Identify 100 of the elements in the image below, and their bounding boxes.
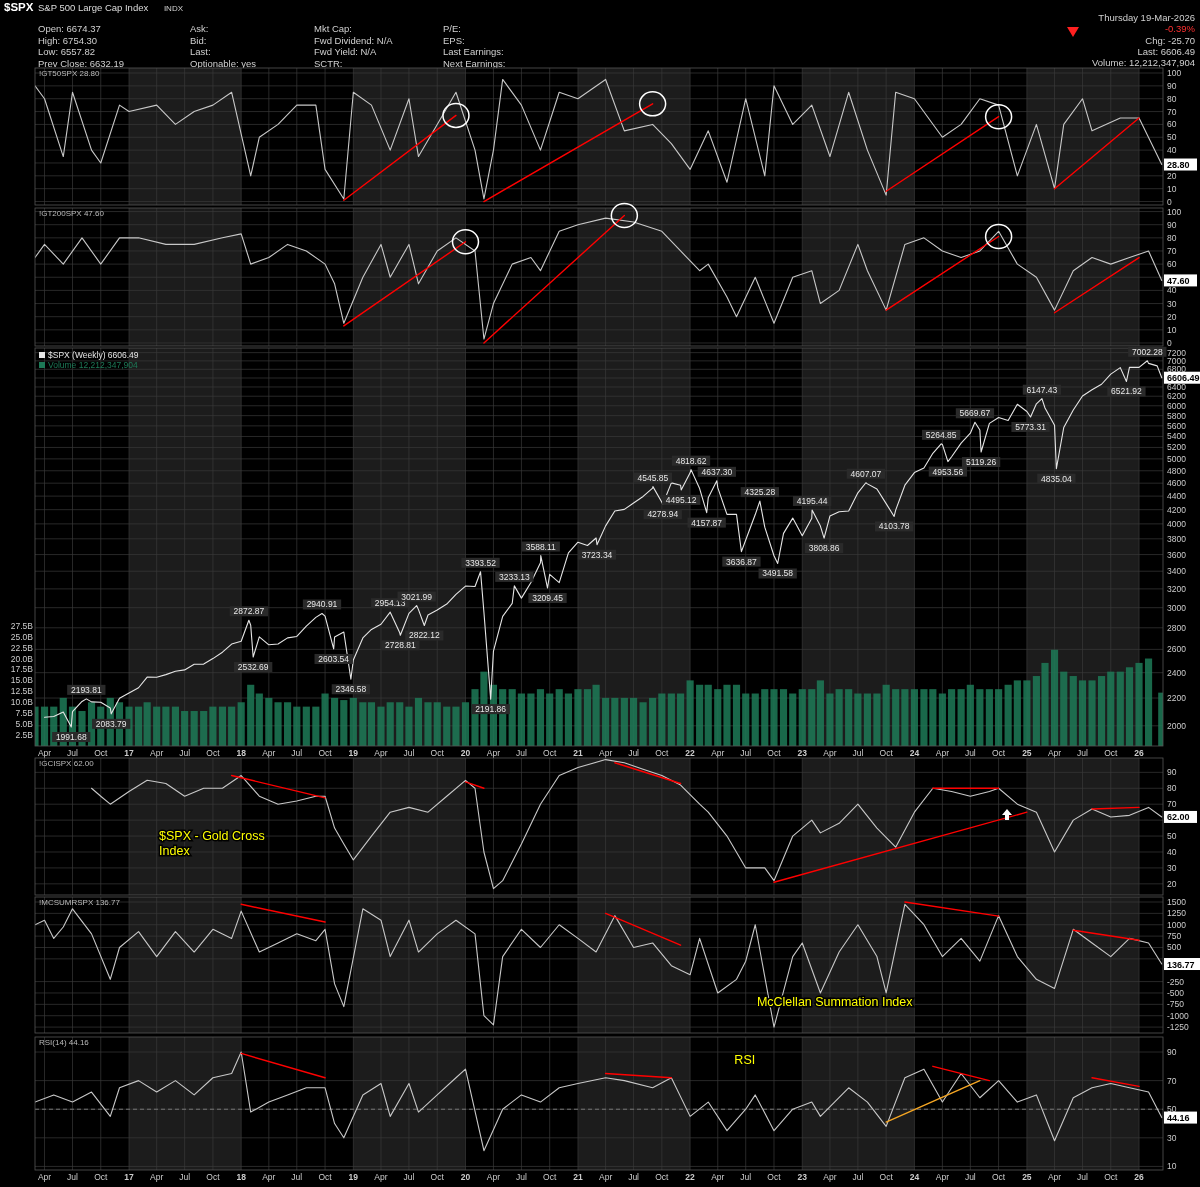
y-tick-label: 2400 <box>1167 667 1187 678</box>
x-tick-label: Oct <box>94 748 108 758</box>
x-tick-label: Jul <box>852 748 864 758</box>
line-series <box>43 360 1163 728</box>
y-tick-label: 70 <box>1167 799 1177 810</box>
y2-tick-label: 2.5B <box>15 730 34 741</box>
x-tick-label: Oct <box>543 748 557 758</box>
x-tick-label: 18 <box>236 1172 247 1182</box>
annotation: 3588.11 <box>525 541 557 552</box>
y-tick-label: 50 <box>1167 132 1177 143</box>
y-tick-label: 50 <box>1167 831 1177 842</box>
annotation: Next Earnings: <box>443 57 506 69</box>
chart-title: RSI(14) 44.16 <box>39 1038 90 1047</box>
x-tick-label: Jul <box>515 748 527 758</box>
y-tick-label: 6800 <box>1167 364 1187 375</box>
text: INDX <box>163 4 184 13</box>
x-tick-label: 20 <box>460 748 471 758</box>
x-tick-label: Oct <box>991 1172 1006 1182</box>
x-tick-label: Apr <box>1047 748 1062 758</box>
line-series <box>35 903 1163 1028</box>
x-tick-label: Jul <box>852 1172 864 1182</box>
y-tick-label: 4000 <box>1167 518 1187 529</box>
y-tick-label: 20 <box>1167 311 1177 322</box>
annotation: 5773.31 <box>1015 421 1047 432</box>
x-tick-label: Jul <box>67 748 79 758</box>
annotation: 4607.07 <box>850 468 882 479</box>
y-tick-label: 50 <box>1167 1104 1177 1115</box>
text: Open: 6674.37 <box>38 23 101 34</box>
x-tick-label: Oct <box>206 1172 221 1182</box>
annotation: 2940.91 <box>306 599 338 610</box>
annotation: 62.00 <box>1167 812 1190 823</box>
y-tick-label: 2000 <box>1167 720 1187 731</box>
x-tick-label: Jul <box>1077 748 1089 758</box>
x-tick-label: Apr <box>823 748 837 758</box>
y2-tick-label: 17.5B <box>10 664 34 675</box>
y-tick-label: 2800 <box>1167 622 1187 633</box>
y-tick-label: 40 <box>1167 145 1177 156</box>
y-tick-label: 7200 <box>1167 347 1187 358</box>
line-series <box>35 1051 1163 1152</box>
annotation: 5669.67 <box>959 408 991 419</box>
y-tick-label: 80 <box>1167 93 1177 104</box>
y2-tick-label: 15.0B <box>10 675 34 686</box>
x-tick-label: Oct <box>655 748 670 758</box>
x-tick-label: 21 <box>573 1172 583 1182</box>
y-tick-label: 1000 <box>1167 919 1187 930</box>
y-tick-label: 3600 <box>1167 549 1187 560</box>
x-tick-label: Oct <box>1104 748 1119 758</box>
y-tick-label: 1500 <box>1167 897 1187 907</box>
x-tick-label: Apr <box>1047 1172 1062 1182</box>
x-tick-label: Oct <box>318 748 333 758</box>
y-tick-label: 90 <box>1167 767 1177 778</box>
text: Mkt Cap: <box>314 23 353 34</box>
legend-label: $SPX (Weekly) 6606.49 <box>48 350 139 360</box>
y-tick-label: 5200 <box>1167 442 1187 453</box>
x-tick-label: 17 <box>124 1172 135 1182</box>
y-tick-label: 1250 <box>1167 908 1187 919</box>
annotation: 2603.54 <box>318 653 350 664</box>
annotation: 2083.79 <box>95 718 127 729</box>
y-tick-label: 6200 <box>1167 391 1187 402</box>
x-tick-label: 26 <box>1134 748 1145 758</box>
x-tick-label: Apr <box>935 748 950 758</box>
annotation: 3233.13 <box>498 571 530 582</box>
y-tick-label: 6400 <box>1167 381 1187 392</box>
annotation: 3723.34 <box>581 549 613 560</box>
y-tick-label: 40 <box>1167 285 1177 296</box>
x-tick-label: Jul <box>628 1172 640 1182</box>
y-tick-label: 4600 <box>1167 478 1187 489</box>
y-tick-label: 60 <box>1167 259 1177 270</box>
y-tick-label: 40 <box>1167 846 1177 857</box>
x-tick-label: Oct <box>430 1172 445 1182</box>
annotation: 2193.81 <box>70 684 102 695</box>
x-tick-label: Apr <box>598 748 613 758</box>
x-tick-label: Jul <box>964 748 976 758</box>
line-series <box>35 78 1163 200</box>
y-tick-label: 90 <box>1167 80 1177 91</box>
y-tick-label: 0 <box>1167 196 1172 207</box>
x-tick-label: Oct <box>879 748 894 758</box>
y2-tick-label: 20.0B <box>10 653 34 664</box>
text: Fwd Yield: N/A <box>314 46 377 57</box>
line-series <box>35 217 1163 340</box>
annotation: 2532.69 <box>237 662 269 673</box>
x-tick-label: Oct <box>991 748 1006 758</box>
y-tick-label: 70 <box>1167 1075 1177 1086</box>
x-tick-label: Oct <box>655 1172 670 1182</box>
y-tick-label: 30 <box>1167 862 1177 873</box>
x-tick-label: Jul <box>1077 1172 1089 1182</box>
annotation: $SPX - Gold Cross Index <box>159 829 265 859</box>
y-tick-label: 10 <box>1167 324 1177 335</box>
annotation: Prev Close: 6632.19 <box>38 57 125 69</box>
x-tick-label: Oct <box>1104 1172 1119 1182</box>
text: High: 6754.30 <box>38 34 98 46</box>
annotation: 28.80 <box>1167 160 1190 171</box>
x-tick-label: 25 <box>1022 748 1032 758</box>
x-tick-label: Oct <box>767 1172 782 1182</box>
y-tick-label: 70 <box>1167 245 1177 256</box>
annotation: 3808.86 <box>808 543 840 554</box>
x-tick-label: Apr <box>711 1172 725 1182</box>
y2-tick-label: 7.5B <box>15 708 34 719</box>
x-tick-label: Apr <box>374 1172 388 1182</box>
annotation: 4818.62 <box>675 455 707 466</box>
